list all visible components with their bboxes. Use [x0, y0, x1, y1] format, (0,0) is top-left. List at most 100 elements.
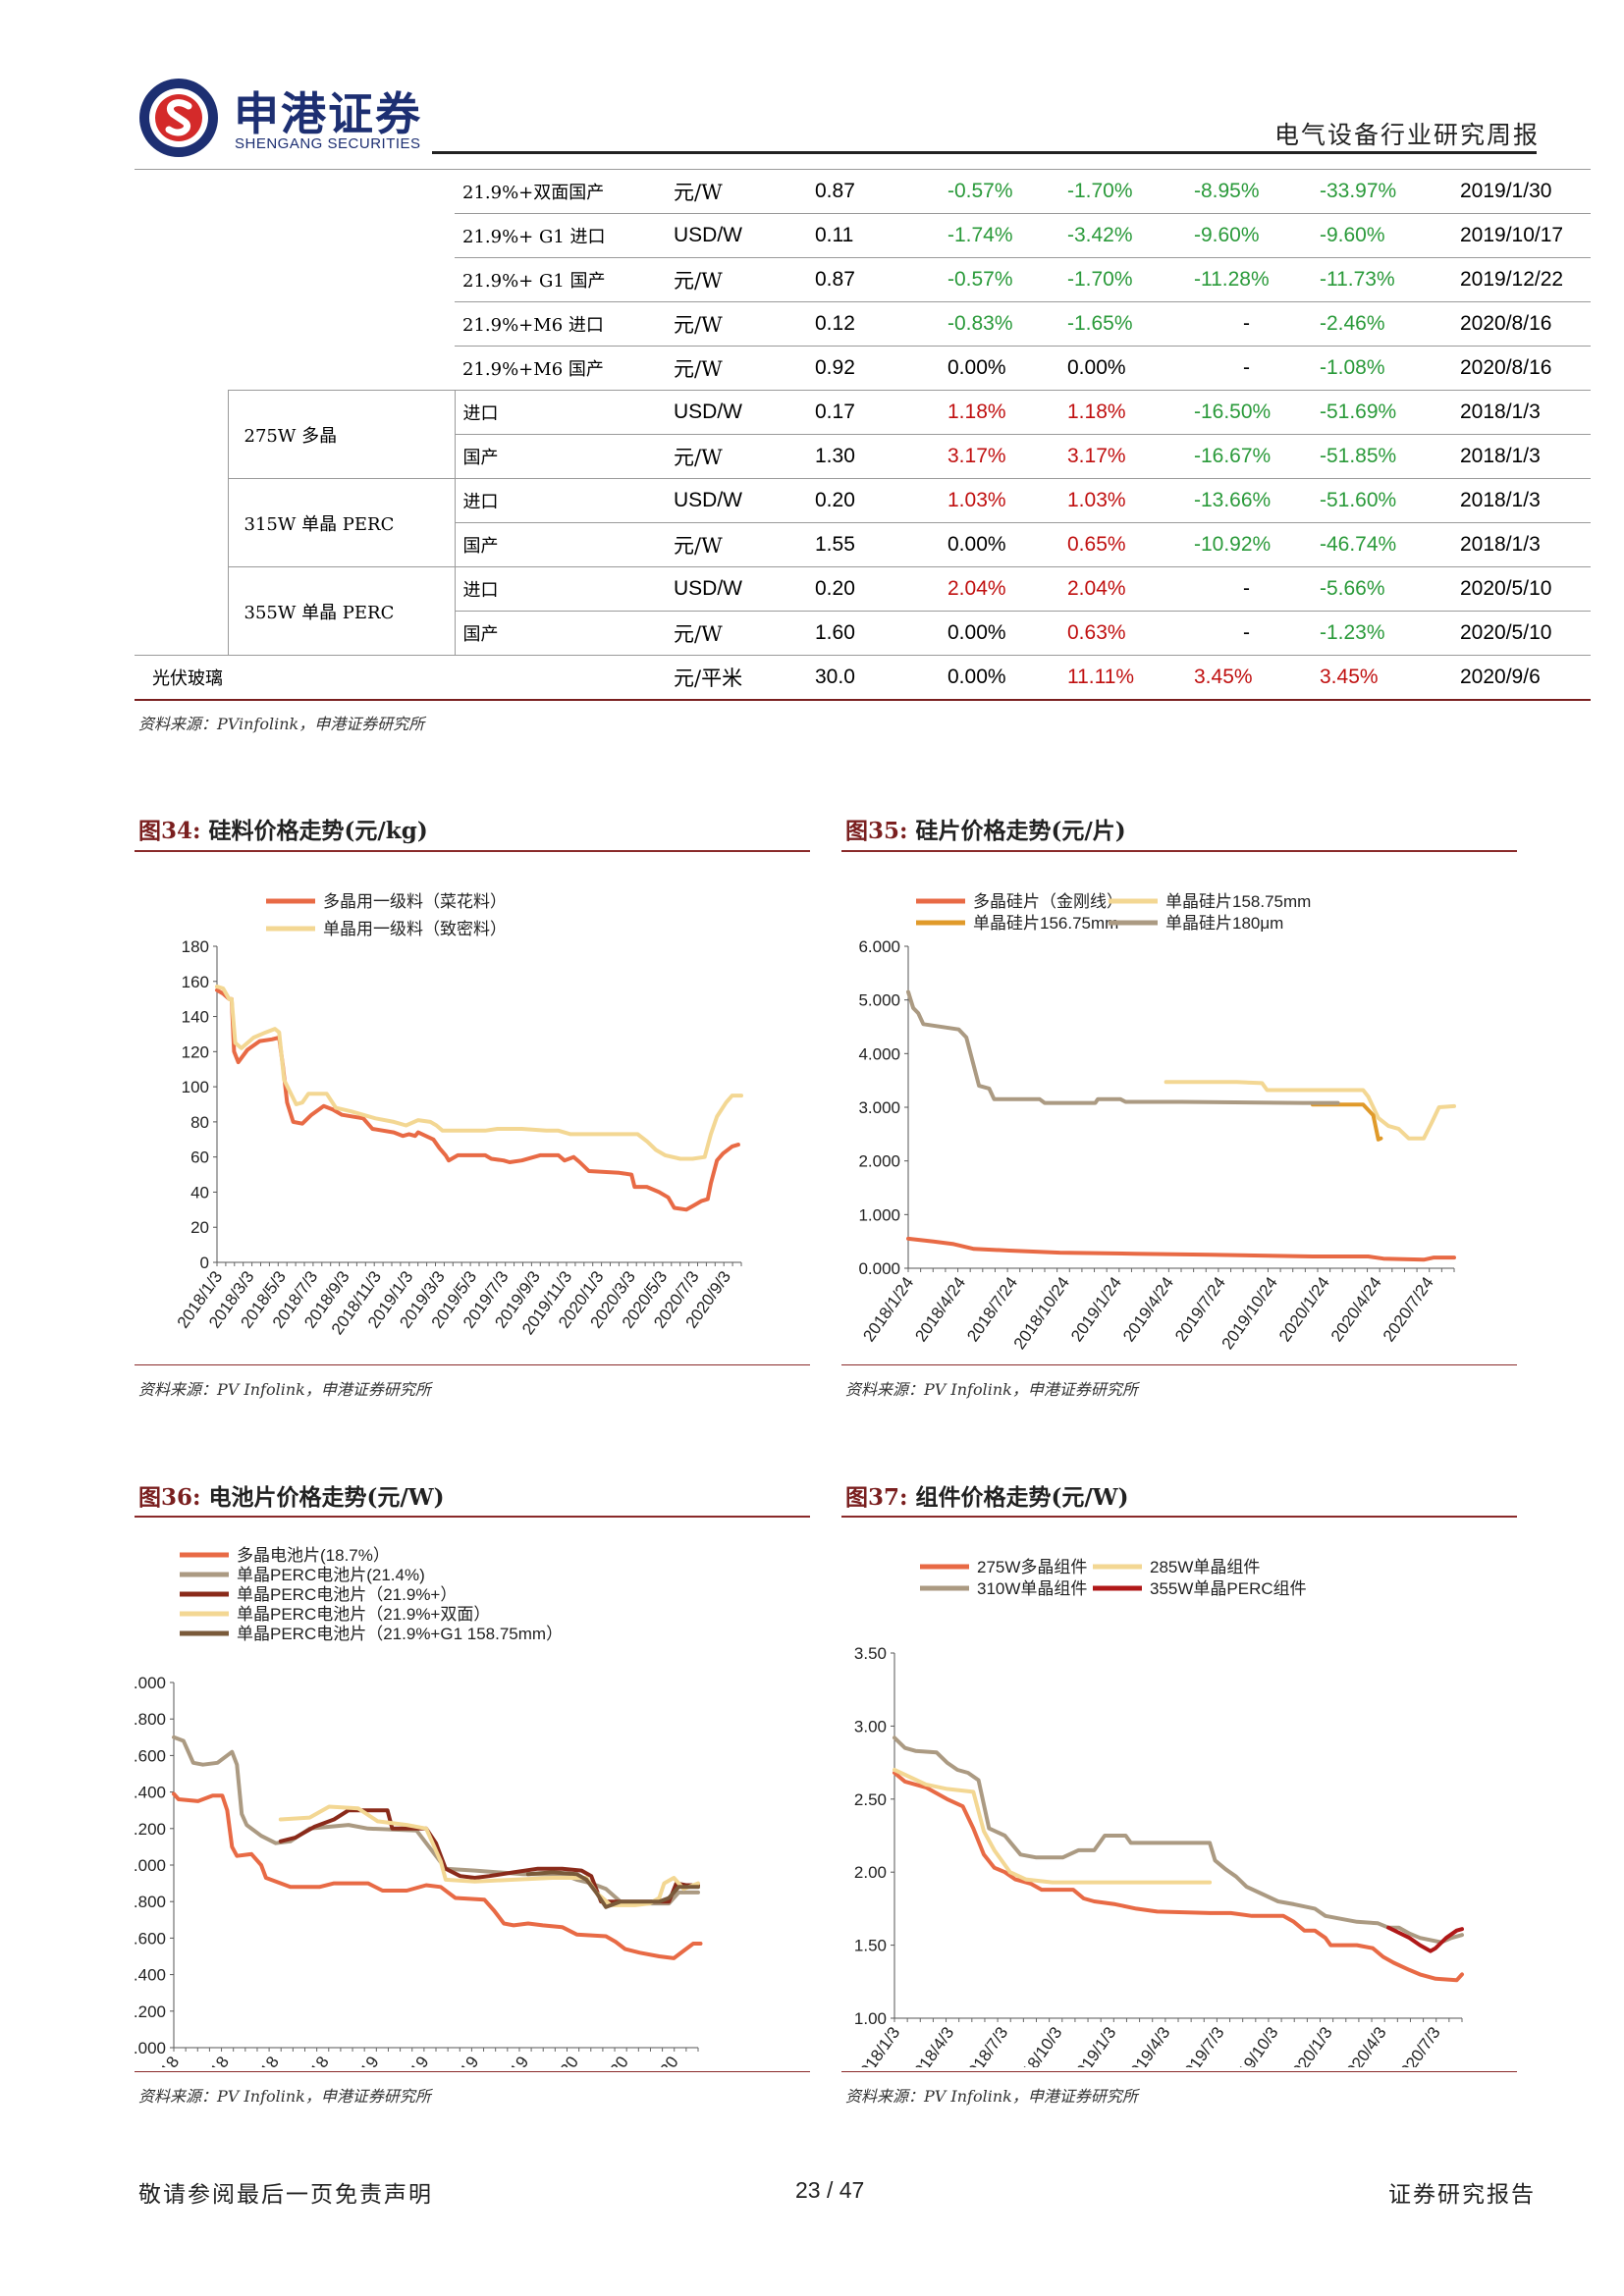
series-line	[906, 989, 1340, 1105]
y-tick-label: 3.00	[854, 1717, 887, 1735]
table-cell-change: 3.17%	[1054, 434, 1180, 479]
series-line	[1386, 1925, 1464, 1953]
table-cell-price: 0.11	[801, 213, 934, 258]
y-tick-label: 1.200	[135, 1820, 166, 1839]
table-cell-price: 0.17	[801, 390, 934, 435]
table-cell-change: -1.74%	[934, 213, 1054, 258]
x-tick-label: 2019/10/3	[1224, 2023, 1282, 2067]
price-table: 21.9%+双面国产 元/W 0.87 -0.57% -1.70% -8.95% -33.9…	[135, 169, 1591, 701]
x-tick-label: 5/7/2018	[181, 2053, 234, 2067]
table-cell-unit: 元/W	[674, 169, 801, 214]
y-tick-label: 5.000	[858, 991, 900, 1010]
figure-35-top-rule	[841, 850, 1517, 852]
table-cell-change: 1.18%	[934, 390, 1054, 435]
table-cell-change: 0.00%	[934, 346, 1054, 391]
legend-label: 单晶硅片180μm	[1165, 914, 1283, 933]
y-tick-label: 1.50	[854, 1937, 887, 1955]
table-cell-spec: 355W 单晶 PERC	[228, 566, 456, 656]
table-cell-change: -5.66%	[1306, 566, 1448, 612]
figure-37-source: 资料来源：PV Infolink，申港证券研究所	[845, 2087, 1138, 2106]
table-cell-date: 2019/1/30	[1448, 169, 1591, 214]
table-cell-change: -10.92%	[1180, 522, 1306, 567]
table-cell-subtype: 国产	[455, 611, 674, 656]
table-cell-category	[135, 390, 229, 656]
table-cell-price: 1.60	[801, 611, 934, 656]
series-line	[215, 985, 743, 1161]
table-cell-change: 2.04%	[1054, 566, 1180, 612]
legend-label: 单晶用一级料（致密料）	[323, 920, 507, 938]
x-tick-label: 2019/7/3	[1175, 2023, 1228, 2067]
figure-37-bottom-rule	[841, 2071, 1517, 2072]
table-cell-date: 2018/1/3	[1448, 478, 1591, 523]
table-cell-unit: 元/W	[674, 346, 801, 391]
table-cell-price: 0.12	[801, 301, 934, 347]
figure-34-bottom-rule	[135, 1364, 810, 1365]
x-tick-label: 2020/1/24	[1275, 1273, 1333, 1345]
table-cell-subtype: 21.9%+M6 进口	[455, 301, 674, 347]
table-cell-date: 2020/8/16	[1448, 346, 1591, 391]
table-row: 21.9%+M6 国产 元/W 0.92 0.00% 0.00% - -1.08% 2020/…	[135, 346, 1591, 391]
table-cell-change: -0.57%	[934, 169, 1054, 214]
table-cell-change: 3.45%	[1180, 655, 1306, 701]
x-tick-label: 2020/1/3	[1283, 2023, 1336, 2067]
table-cell-change: -16.67%	[1180, 434, 1306, 479]
table-cell-spec: 315W 单晶 PERC	[228, 478, 456, 567]
y-tick-label: 160	[182, 973, 209, 991]
table-cell-unit: USD/W	[674, 213, 801, 258]
table-cell-change: -51.85%	[1306, 434, 1448, 479]
x-tick-label: 2/7/2019	[330, 2053, 383, 2067]
y-tick-label: 2.00	[854, 1863, 887, 1882]
legend-label: 多晶硅片（金刚线）	[973, 892, 1123, 911]
table-cell-change: -13.66%	[1180, 478, 1306, 523]
table-row: 国产 元/W 1.60 0.00% 0.63% - -1.23% 2020/5/10	[135, 611, 1591, 656]
table-cell-date: 2019/12/22	[1448, 257, 1591, 302]
x-tick-label: 8/7/2020	[629, 2053, 682, 2067]
table-cell-change: 0.00%	[934, 522, 1054, 567]
legend-label: 单晶PERC电池片（21.9%+双面）	[237, 1605, 490, 1624]
footer-disclaimer: 敬请参阅最后一页免责声明	[138, 2182, 433, 2208]
legend-label: 多晶用一级料（菜花料）	[323, 892, 507, 911]
y-tick-label: 120	[182, 1042, 209, 1061]
y-tick-label: 0.800	[135, 1893, 166, 1911]
series-line	[278, 1804, 700, 1907]
x-tick-label: 11/7/2019	[475, 2053, 532, 2067]
legend-label: 单晶硅片158.75mm	[1165, 892, 1311, 911]
header: 申港证券 SHENGANG SECURITIES 电气设备行业研究周报	[0, 0, 1624, 157]
series-line	[172, 1791, 703, 1960]
table-cell-empty	[135, 214, 228, 258]
table-cell-empty	[228, 346, 455, 391]
table-cell-empty	[228, 302, 455, 347]
table-cell-change: 0.00%	[1054, 346, 1180, 391]
table-cell-subtype: 进口	[455, 478, 674, 523]
y-tick-label: 1.800	[135, 1710, 166, 1729]
series-line	[893, 1735, 1464, 1945]
table-cell-unit: 元/W	[674, 522, 801, 567]
chart-cell-price: 2.000 1.800 1.600 1.400 1.200 1.000 0.800 0.600…	[135, 1546, 703, 2067]
table-cell-price: 0.87	[801, 169, 934, 214]
y-tick-label: 2.000	[858, 1152, 900, 1171]
table-cell-change: -	[1180, 346, 1306, 391]
table-row: 国产 元/W 1.30 3.17% 3.17% -16.67% -51.85% 2018/1/…	[135, 434, 1591, 479]
table-row: 315W 单晶 PERC 进口 USD/W 0.20 1.03% 1.03% -13.66%…	[135, 478, 1591, 567]
y-tick-label: 100	[182, 1078, 209, 1096]
table-cell-category: 光伏玻璃	[135, 655, 674, 701]
x-tick-label: 2018/10/3	[1007, 2023, 1065, 2067]
legend-label: 285W单晶组件	[1150, 1558, 1260, 1576]
series-line	[906, 1236, 1456, 1262]
y-tick-label: 0.200	[135, 2002, 166, 2021]
table-cell-price: 1.55	[801, 522, 934, 567]
legend-label: 310W单晶组件	[977, 1579, 1087, 1598]
table-cell-empty	[135, 347, 228, 391]
footer-report-label: 证券研究报告	[1388, 2182, 1536, 2208]
x-tick-label: 2019/4/24	[1119, 1273, 1177, 1345]
table-cell-date: 2020/8/16	[1448, 301, 1591, 347]
table-row: 21.9%+ G1 进口 USD/W 0.11 -1.74% -3.42% -9.60% -…	[135, 213, 1591, 258]
x-tick-label: 5/7/2019	[380, 2053, 433, 2067]
table-row: 21.9%+双面国产 元/W 0.87 -0.57% -1.70% -8.95% -33.9…	[135, 169, 1591, 214]
legend-label: 单晶PERC电池片(21.4%)	[237, 1566, 425, 1584]
y-tick-label: 180	[182, 937, 209, 956]
x-tick-label: 2018/7/3	[959, 2023, 1012, 2067]
table-cell-unit: USD/W	[674, 478, 801, 523]
brand-name-en: SHENGANG SECURITIES	[235, 135, 421, 152]
x-tick-label: 8/7/2019	[430, 2053, 483, 2067]
